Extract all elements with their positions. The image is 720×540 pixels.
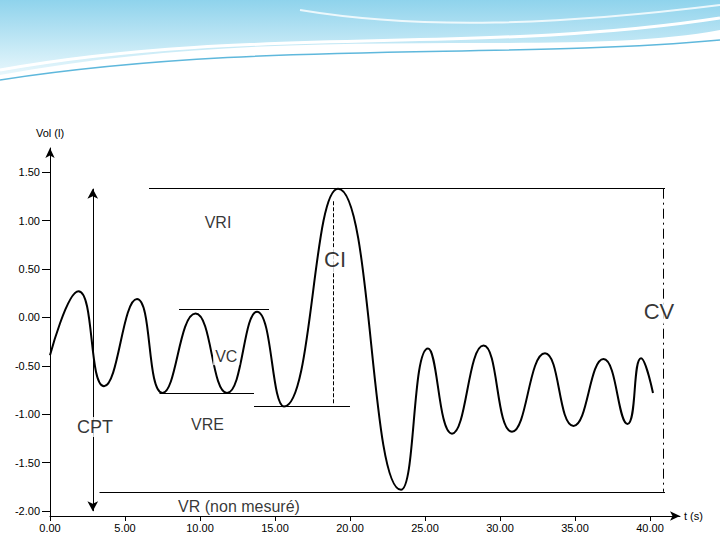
svg-text:1.00: 1.00	[19, 215, 40, 227]
svg-text:25.00: 25.00	[411, 522, 439, 534]
svg-text:0.00: 0.00	[19, 311, 40, 323]
svg-text:-1.00: -1.00	[15, 408, 40, 420]
svg-text:20.00: 20.00	[336, 522, 364, 534]
svg-text:CPT: CPT	[77, 417, 113, 437]
svg-text:35.00: 35.00	[561, 522, 589, 534]
svg-text:0.50: 0.50	[19, 263, 40, 275]
svg-text:VRE: VRE	[191, 416, 224, 433]
svg-text:15.00: 15.00	[261, 522, 289, 534]
svg-text:-2.00: -2.00	[15, 505, 40, 517]
svg-text:-1.50: -1.50	[15, 457, 40, 469]
svg-text:CV: CV	[644, 299, 675, 324]
svg-text:CI: CI	[324, 247, 346, 272]
svg-text:40.00: 40.00	[636, 522, 664, 534]
svg-text:1.50: 1.50	[19, 166, 40, 178]
svg-text:t (s): t (s)	[684, 510, 703, 522]
svg-text:Vol (l): Vol (l)	[36, 127, 64, 139]
svg-text:5.00: 5.00	[114, 522, 135, 534]
svg-text:VRI: VRI	[205, 214, 232, 231]
svg-text:0.00: 0.00	[39, 522, 60, 534]
svg-text:30.00: 30.00	[486, 522, 514, 534]
svg-text:VC: VC	[215, 348, 237, 365]
svg-text:-0.50: -0.50	[15, 360, 40, 372]
svg-text:10.00: 10.00	[186, 522, 214, 534]
svg-text:VR (non mesuré): VR (non mesuré)	[178, 498, 300, 515]
